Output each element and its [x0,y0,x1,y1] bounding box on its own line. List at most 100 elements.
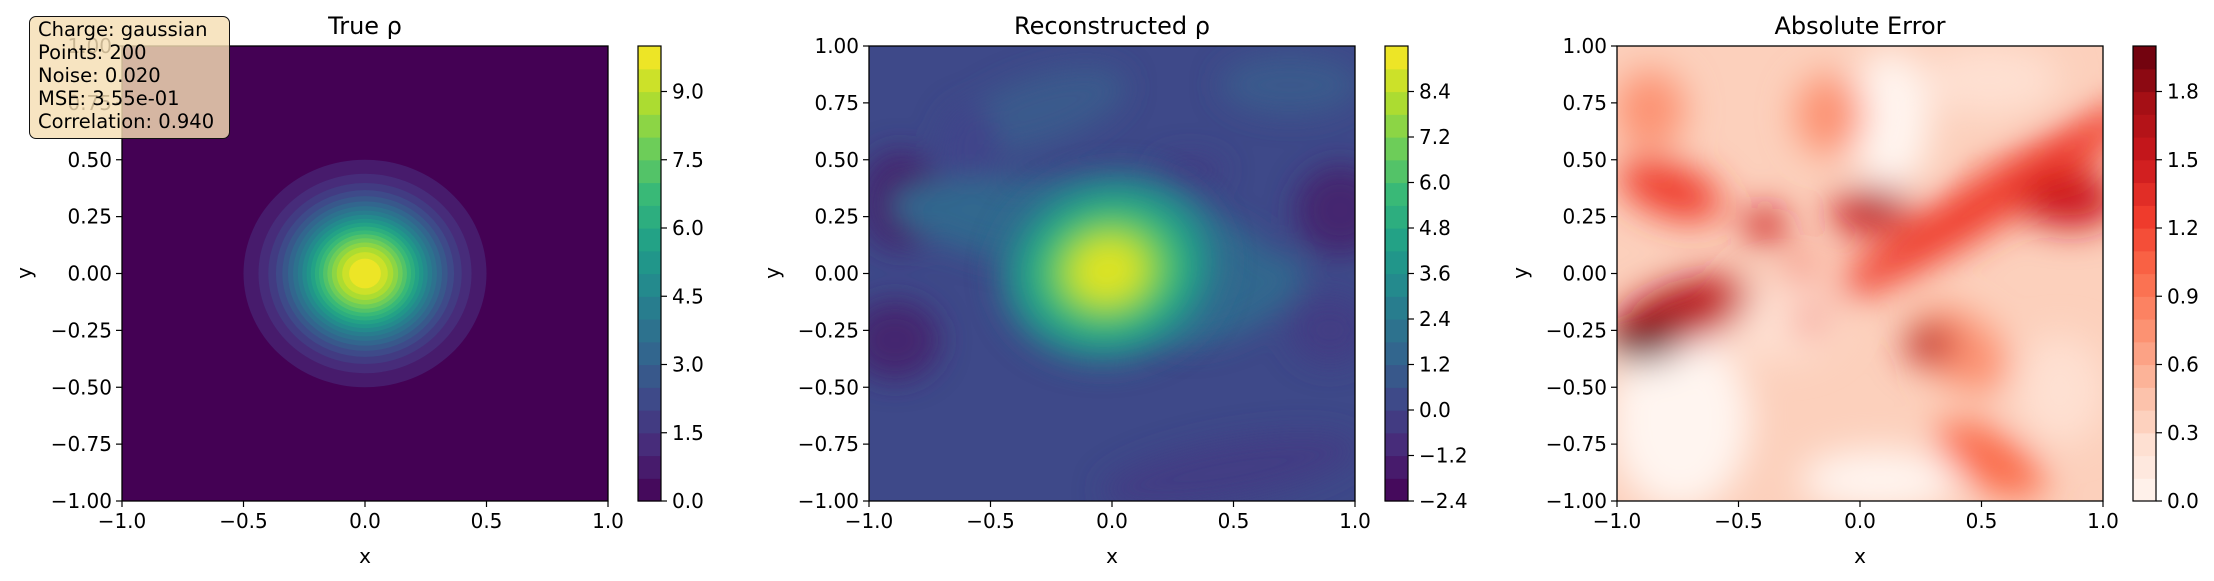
peak-level [1077,244,1138,298]
colorbar-segment [2133,455,2156,479]
x-tick-label: −0.5 [1714,509,1763,533]
colorbar-segment [2133,341,2156,366]
colorbar-segment [1385,432,1408,457]
colorbar-tick-label: 6.0 [1419,171,1451,195]
colorbar-segment [1385,68,1408,93]
x-ticks: −1.0 −0.5 0.0 0.5 1.0 [845,501,1371,533]
panel-title: Absolute Error [1774,12,1945,40]
y-tick-label: 0.25 [67,205,112,229]
reconstructed-peak [996,171,1225,366]
y-tick-label: −0.50 [51,375,112,399]
x-tick-label: 0.5 [1218,509,1250,533]
colorbar-segment [638,455,661,479]
x-tick-label: 1.0 [592,509,624,533]
y-tick-label: 0.75 [1562,91,1607,115]
plot-area [122,46,608,501]
colorbar-tick-label: 7.2 [1419,125,1451,149]
colorbar-segment [2133,46,2156,70]
colorbar-segment [638,91,661,115]
colorbar-segment [2133,319,2156,343]
colorbar-tick-label: 1.2 [2167,216,2199,240]
y-tick-label: −1.00 [1546,489,1607,513]
colorbar-tick-label: 1.5 [2167,148,2199,172]
x-tick-label: −1.0 [1593,509,1642,533]
colorbar-segment [1385,91,1408,115]
x-axis-label: x [359,544,371,568]
colorbar-tick-label: 0.3 [2167,421,2199,445]
colorbar-segment [638,387,661,411]
colorbar-segment [1385,228,1408,252]
colorbar-segment [1385,319,1408,343]
colorbar-segment [2133,91,2156,115]
colorbar-tick-label: 6.0 [672,216,704,240]
colorbar-segment [2133,387,2156,411]
y-tick-label: −0.50 [1546,375,1607,399]
x-tick-label: 0.5 [471,509,503,533]
colorbar-frame [637,45,662,502]
panel-true-rho: True ρ −1.0 −0.5 0.0 0.5 1.0 −1.00 −0.75 −0.50… [12,12,704,568]
colorbar-segment [638,250,661,275]
y-ticks: −1.00 −0.75 −0.50 −0.25 0.00 0.25 0.50 0.75 1.00 [798,34,869,513]
colorbar-segment [1385,182,1408,206]
colorbar-segment [638,273,661,297]
y-axis-label: y [760,267,784,279]
colorbar-segment [2133,182,2156,206]
colorbar-segment [638,68,661,93]
y-tick-label: −0.50 [798,375,859,399]
colorbar-segment [1385,341,1408,366]
info-noise: Noise: 0.020 [38,64,161,87]
colorbar-segment [2133,137,2156,161]
x-tick-label: −0.5 [219,509,268,533]
colorbar-segment [638,114,661,138]
colorbar-tick-label: 0.0 [1419,398,1451,422]
info-correlation: Correlation: 0.940 [38,110,215,133]
x-tick-label: 0.0 [1844,509,1876,533]
colorbar: −2.4 −1.2 0.0 1.2 2.4 3.6 4.8 6.0 7.2 8.4 [1384,45,1468,513]
x-tick-label: 0.5 [1966,509,1998,533]
colorbar-segment [2133,432,2156,457]
colorbar: 0.0 1.5 3.0 4.5 6.0 7.5 9.0 [637,45,704,513]
y-ticks: −1.00 −0.75 −0.50 −0.25 0.00 0.25 0.50 0.75 1.00 [1546,34,1617,513]
colorbar-tick-label: 0.6 [2167,353,2199,377]
x-tick-label: 1.0 [2087,509,2119,533]
colorbar-segment [638,159,661,184]
colorbar-segment [1385,478,1408,502]
colorbar-segment [638,478,661,502]
colorbar-segment [2133,478,2156,502]
y-tick-label: −1.00 [51,489,112,513]
panel-absolute-error: Absolute Error [1508,12,2199,568]
colorbar-tick-label: 1.5 [672,421,704,445]
colorbar-segment [2133,410,2156,434]
y-tick-label: 0.25 [1562,205,1607,229]
colorbar-frame [2132,45,2157,502]
density-contours [243,159,487,388]
colorbar-segment [2133,250,2156,275]
colorbar-segment [1385,205,1408,229]
y-tick-label: 0.75 [814,91,859,115]
colorbar-tick-label: 4.5 [672,284,704,308]
colorbar-segment [1385,296,1408,320]
contour-ring [349,258,381,289]
colorbar-segment [638,137,661,161]
colorbar-tick-label: 0.0 [2167,489,2199,513]
error-features [1617,46,2103,501]
x-tick-label: −0.5 [966,509,1015,533]
colorbar-tick-label: 0.0 [672,489,704,513]
x-tick-label: −1.0 [98,509,147,533]
colorbar-segment [638,319,661,343]
colorbar-segment [638,46,661,70]
colorbar-tick-label: 7.5 [672,148,704,172]
y-tick-label: −0.25 [51,318,112,342]
colorbar-segment [2133,364,2156,388]
colorbar-tick-label: 8.4 [1419,80,1451,104]
colorbar-tick-label: −1.2 [1419,444,1468,468]
y-tick-label: −1.00 [798,489,859,513]
colorbar-tick-label: 4.8 [1419,216,1451,240]
colorbar-segment [1385,114,1408,138]
colorbar-segment [1385,410,1408,434]
colorbar-segment [638,341,661,366]
colorbar-segment [638,432,661,457]
info-points: Points: 200 [38,41,147,64]
y-tick-label: 0.00 [67,262,112,286]
